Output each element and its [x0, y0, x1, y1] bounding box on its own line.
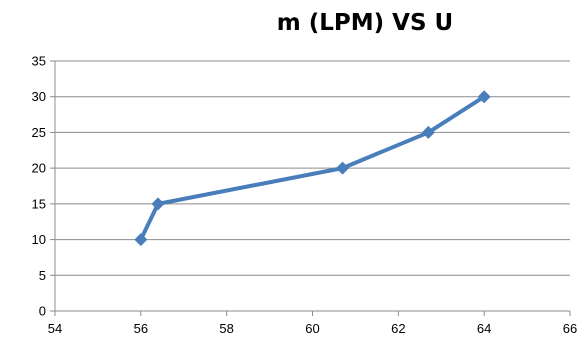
y-tick-label: 0: [39, 304, 46, 319]
y-tick-label: 30: [32, 89, 46, 104]
x-tick-label: 64: [477, 321, 491, 336]
axes: [50, 60, 571, 316]
x-tick-label: 66: [563, 321, 577, 336]
x-tick-label: 54: [48, 321, 62, 336]
y-tick-label: 10: [32, 232, 46, 247]
series: [134, 90, 491, 247]
data-point-1: [151, 197, 165, 211]
data-point-3: [421, 125, 435, 139]
x-tick-label: 60: [305, 321, 319, 336]
y-tick-label: 20: [32, 161, 46, 176]
chart-title: m (LPM) VS U: [277, 10, 453, 36]
x-tick-label: 56: [134, 321, 148, 336]
data-point-4: [477, 90, 491, 104]
tick-labels: 0 5 10 15 20 25 30 35 54 56 58 60 62 64 66: [32, 54, 578, 337]
data-point-0: [134, 233, 148, 247]
y-tick-label: 25: [32, 125, 46, 140]
x-tick-label: 62: [391, 321, 405, 336]
y-tick-label: 5: [39, 268, 46, 283]
x-tick-label: 58: [219, 321, 233, 336]
data-point-2: [336, 161, 350, 175]
y-tick-label: 15: [32, 196, 46, 211]
y-tick-label: 35: [32, 54, 46, 69]
gridlines: [55, 60, 570, 276]
